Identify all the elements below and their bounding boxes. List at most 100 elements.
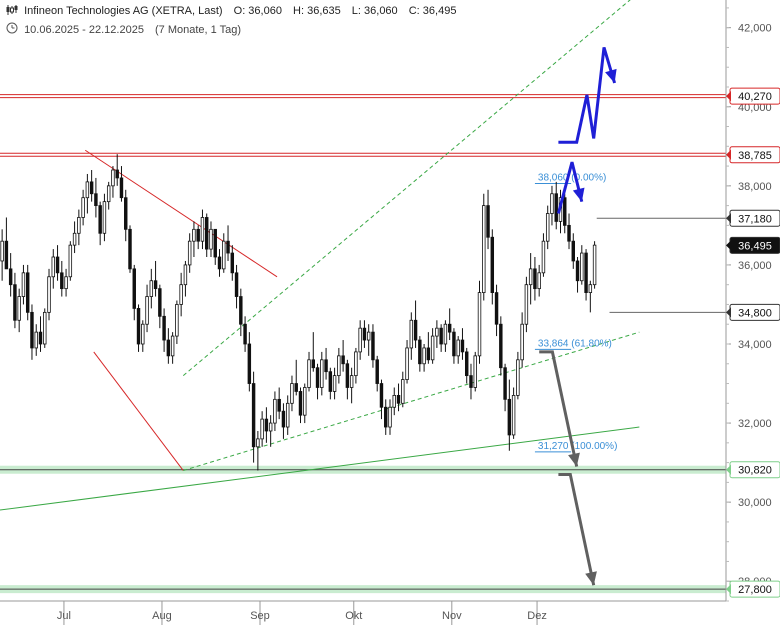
candle-body [494,292,499,325]
candle-body [409,319,414,349]
candle-body [196,228,200,242]
candle-body [222,240,226,270]
fibonacci-label: 31,270 (100.00%) [538,441,618,452]
candle-body [426,347,431,361]
candle-body [153,280,158,290]
candle-body [8,268,13,286]
candle-body [204,217,209,250]
candle-body [477,292,482,357]
y-tick-label: 32,000 [738,418,772,430]
candle-body [124,197,128,230]
candle-body [311,359,315,369]
candle-body [166,339,171,357]
ohlc-open: O: 36,060 [233,5,282,17]
scenario-arrow-path [556,161,584,214]
candle-body [358,327,362,353]
candle-body [0,240,4,262]
candle-body [85,181,90,199]
price-badge-label: 30,820 [738,465,772,477]
candle-body [290,383,294,404]
candle-body [89,181,94,195]
candle-body [541,240,546,274]
x-tick-label: Sep [250,610,270,622]
candle-body [584,252,588,293]
candle-body [192,228,196,242]
price-badge-pointer [726,91,731,102]
candle-body [285,402,290,428]
y-tick-label: 30,000 [738,497,772,509]
fibonacci-layer: 38,060 (0.00%) 33,864 (61.80%) 31,270 (100… [534,172,618,453]
candle-body [217,256,222,270]
candle-body [349,375,354,388]
candle-body [55,256,60,274]
candle-body [571,240,576,262]
candle-body [550,193,554,214]
trendline-resistance [84,149,278,278]
candle-body [98,205,102,234]
candle-body [315,367,320,388]
candle-body [43,311,47,345]
candle-body [320,359,324,388]
candle-body [307,359,311,388]
ohlc-close: C: 36,495 [408,5,457,17]
candle-body [384,406,388,428]
price-badge-pointer [726,584,731,595]
x-tick-label: Aug [152,610,172,622]
ohlc-low: L: 36,060 [351,5,398,17]
candle-body [379,383,384,408]
candle-body [247,343,252,384]
candle-body [132,268,136,309]
instrument-name: Infineon Technologies AG (XETRA, Last) [24,5,223,17]
candle-body [545,213,550,242]
candle-body [94,193,98,207]
candle-body [4,240,9,270]
candle-body [239,296,243,325]
candle-body [537,272,541,290]
candle-body [183,264,188,286]
candle-body [533,268,537,290]
candle-body [102,201,107,234]
candle-body [575,260,580,282]
price-badge-label: 27,800 [738,584,772,596]
candle-body [30,311,34,349]
candle-body [111,169,115,187]
price-badge-pointer [726,149,731,160]
candle-body [430,335,435,361]
price-badge-label: 37,180 [738,213,772,225]
y-tick-label: 42,000 [738,23,772,35]
candle-body [482,205,486,293]
candle-body [119,177,124,199]
x-tick-label: Nov [442,610,462,622]
price-badge-pointer [726,213,731,224]
candle-body [136,308,141,345]
candle-body [141,323,145,345]
candle-body [401,379,405,404]
candle-body [337,355,341,377]
candle-body [47,276,51,313]
candle-body [371,331,375,361]
price-badge-pointer [726,307,731,318]
candle-body [405,347,409,380]
candle-body [324,359,328,373]
candle-body [81,197,85,218]
fibonacci-label: 33,864 (61.80%) [538,338,612,349]
y-tick-label: 38,000 [738,181,772,193]
x-tick-label: Okt [345,610,362,622]
candle-body [230,252,235,274]
candle-body [68,244,73,278]
candle-body [499,323,503,369]
candlestick-icon [6,5,18,15]
candle-body [145,296,149,325]
candle-body [226,240,230,254]
candle-body [277,398,281,412]
candle-body [507,398,512,436]
period-label: (7 Monate, 1 Tag) [155,24,242,36]
candle-body [460,339,465,353]
level-layer [0,94,726,590]
candle-body [213,228,217,258]
price-badge-pointer [726,240,731,251]
candle-body [567,224,571,242]
scenario-arrow-head [585,571,597,586]
candle-body [260,418,264,440]
